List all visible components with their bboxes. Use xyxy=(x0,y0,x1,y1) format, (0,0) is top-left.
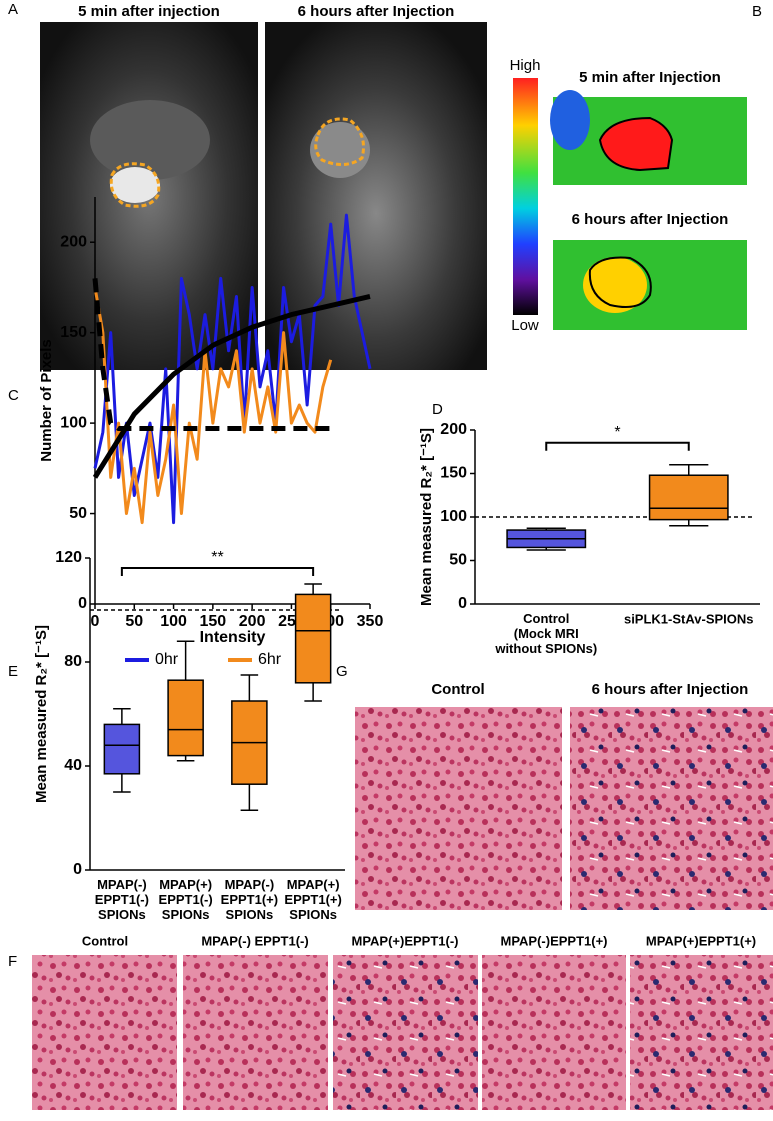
x-tick-label: 200 xyxy=(239,613,266,630)
x-tick-label: 350 xyxy=(357,613,384,630)
panel-label: A xyxy=(8,1,18,18)
x-tick-label: 50 xyxy=(125,613,143,630)
y-tick-label: 0 xyxy=(458,595,467,612)
histology-image xyxy=(355,707,562,910)
image-title: MPAP(-) EPPT1(-) xyxy=(201,933,308,948)
mri-detail xyxy=(90,100,210,180)
x-tick-label: siPLK1-StAv-SPIONs xyxy=(624,611,754,626)
heatmap-detail xyxy=(550,90,590,150)
y-tick-label: 80 xyxy=(64,653,82,670)
histology-image xyxy=(630,955,773,1110)
x-tick-label: MPAP(-) EPPT1(+) SPIONs xyxy=(221,877,278,922)
heatmap-roi xyxy=(598,116,674,172)
y-tick-label: 120 xyxy=(55,549,82,566)
image-title: 6 hours after Injection xyxy=(592,681,749,698)
series-line xyxy=(93,287,333,525)
roi-outline xyxy=(314,117,365,166)
x-axis-label: Intensity xyxy=(200,629,266,646)
y-tick-label: 200 xyxy=(60,233,87,250)
significance-bracket xyxy=(545,441,690,451)
histology-image xyxy=(32,955,177,1110)
legend-label: 6hr xyxy=(258,651,282,668)
box xyxy=(167,679,204,757)
panel-label: E xyxy=(8,663,18,680)
heatmap-roi xyxy=(588,256,652,308)
box xyxy=(294,593,332,684)
image-title: 6 hours after Injection xyxy=(298,3,455,20)
y-tick-label: 150 xyxy=(440,465,467,482)
panel-label: C xyxy=(8,387,19,404)
series-line xyxy=(92,278,331,432)
x-tick-label: MPAP(+) EPPT1(-) SPIONs xyxy=(159,877,213,922)
image-title: MPAP(-)EPPT1(+) xyxy=(500,933,607,948)
y-tick-label: 150 xyxy=(60,324,87,341)
histology-image xyxy=(183,955,328,1110)
panel-label: D xyxy=(432,401,443,418)
x-tick-label: Control (Mock MRI without SPIONs) xyxy=(494,611,597,656)
image-title: 5 min after injection xyxy=(78,3,220,20)
y-tick-label: 0 xyxy=(78,595,87,612)
histology-image xyxy=(333,955,478,1110)
x-tick-label: MPAP(+) EPPT1(+) SPIONs xyxy=(284,877,341,922)
image-title: MPAP(+)EPPT1(-) xyxy=(351,933,458,948)
series-line xyxy=(93,213,372,525)
panel-label: F xyxy=(8,953,17,970)
box xyxy=(648,474,729,521)
y-tick-label: 100 xyxy=(60,414,87,431)
y-tick-label: 40 xyxy=(64,757,82,774)
mri-detail xyxy=(110,167,160,203)
x-tick-label: 150 xyxy=(200,613,227,630)
y-axis-label: Mean measured R₂* [⁻¹S] xyxy=(418,428,435,606)
significance-label: * xyxy=(614,424,620,441)
x-tick-label: 100 xyxy=(160,613,187,630)
histology-image xyxy=(570,707,773,910)
image-title: Control xyxy=(82,933,128,948)
roi-outline xyxy=(109,162,161,208)
x-tick-label: MPAP(-) EPPT1(-) SPIONs xyxy=(95,877,149,922)
y-tick-label: 50 xyxy=(69,505,87,522)
y-tick-label: 50 xyxy=(449,552,467,569)
panel-label: G xyxy=(336,663,348,680)
y-tick-label: 0 xyxy=(73,861,82,878)
image-title: MPAP(+)EPPT1(+) xyxy=(646,933,756,948)
x-tick-label: 0 xyxy=(91,613,100,630)
series-line xyxy=(92,294,371,479)
colorbar-label: Low xyxy=(511,317,539,334)
histology-image xyxy=(482,955,626,1110)
mri-detail xyxy=(310,122,370,178)
panel-label: B xyxy=(752,3,762,20)
y-axis-label: Number of Pixels xyxy=(38,339,55,462)
y-tick-label: 100 xyxy=(440,508,467,525)
significance-label: ** xyxy=(211,549,223,566)
image-title: 5 min after Injection xyxy=(579,69,721,86)
colorbar xyxy=(513,78,538,315)
y-tick-label: 200 xyxy=(440,421,467,438)
image-title: Control xyxy=(431,681,484,698)
significance-bracket xyxy=(120,567,315,576)
box xyxy=(103,723,141,775)
colorbar-label: High xyxy=(510,57,541,74)
y-axis-label: Mean measured R₂* [⁻¹S] xyxy=(33,625,50,803)
legend-label: 0hr xyxy=(155,651,179,668)
image-title: 6 hours after Injection xyxy=(572,211,729,228)
